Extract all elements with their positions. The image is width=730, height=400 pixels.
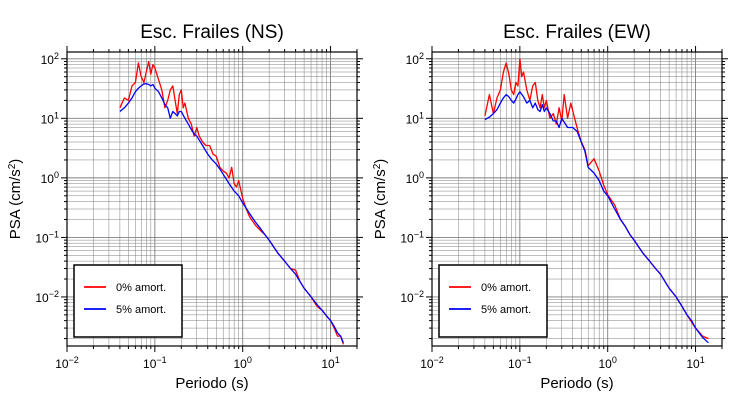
plot-frame xyxy=(66,51,358,347)
x-axis-label: Periodo (s) xyxy=(540,375,613,392)
legend-box xyxy=(73,264,183,338)
x-tick-label: 10−1 xyxy=(143,355,167,371)
x-tick-label: 101 xyxy=(686,355,704,371)
y-tick-label: 101 xyxy=(41,110,59,126)
legend: 0% amort. 5% amort. xyxy=(73,264,183,338)
y-tick-label: 101 xyxy=(406,110,424,126)
plot-frame xyxy=(431,51,723,347)
chart-title: Esc. Frailes (NS) xyxy=(140,22,284,43)
legend-label-0: 0% amort. xyxy=(116,282,166,294)
legend-label-1: 5% amort. xyxy=(481,304,531,316)
y-tick-label: 10−1 xyxy=(35,229,59,245)
y-tick-label: 10−1 xyxy=(400,229,424,245)
series-line-1 xyxy=(484,91,709,344)
y-tick-label: 10−2 xyxy=(35,289,59,305)
chart-panel-1: Esc. Frailes (EW) 10−2 10−1 100 101 10−2 10−1 1… xyxy=(372,22,728,392)
chart-panel-0: Esc. Frailes (NS) 10−2 10−1 100 101 10−2 10−1 1… xyxy=(7,22,363,392)
x-tick-label: 10−2 xyxy=(55,355,79,371)
legend-label-0: 0% amort. xyxy=(481,282,531,294)
y-tick-label: 100 xyxy=(41,170,59,186)
y-tick-label: 102 xyxy=(406,51,424,67)
x-tick-label: 100 xyxy=(599,355,617,371)
grid xyxy=(66,52,358,346)
legend: 0% amort. 5% amort. xyxy=(438,264,548,338)
y-tick-label: 102 xyxy=(41,51,59,67)
axis-ticks xyxy=(61,46,363,352)
y-tick-label: 100 xyxy=(406,170,424,186)
x-tick-label: 101 xyxy=(321,355,339,371)
series-line-1 xyxy=(119,83,344,344)
y-tick-label: 10−2 xyxy=(400,289,424,305)
legend-box xyxy=(438,264,548,338)
x-tick-label: 10−2 xyxy=(420,355,444,371)
y-axis-label: PSA (cm/s2) xyxy=(7,159,24,240)
series-line-0 xyxy=(119,60,345,345)
legend-label-1: 5% amort. xyxy=(116,304,166,316)
x-tick-label: 10−1 xyxy=(508,355,532,371)
y-axis-label: PSA (cm/s2) xyxy=(372,159,389,240)
x-axis-label: Periodo (s) xyxy=(175,375,248,392)
axis-ticks xyxy=(426,46,728,352)
x-tick-label: 100 xyxy=(234,355,252,371)
chart-title: Esc. Frailes (EW) xyxy=(503,22,651,43)
